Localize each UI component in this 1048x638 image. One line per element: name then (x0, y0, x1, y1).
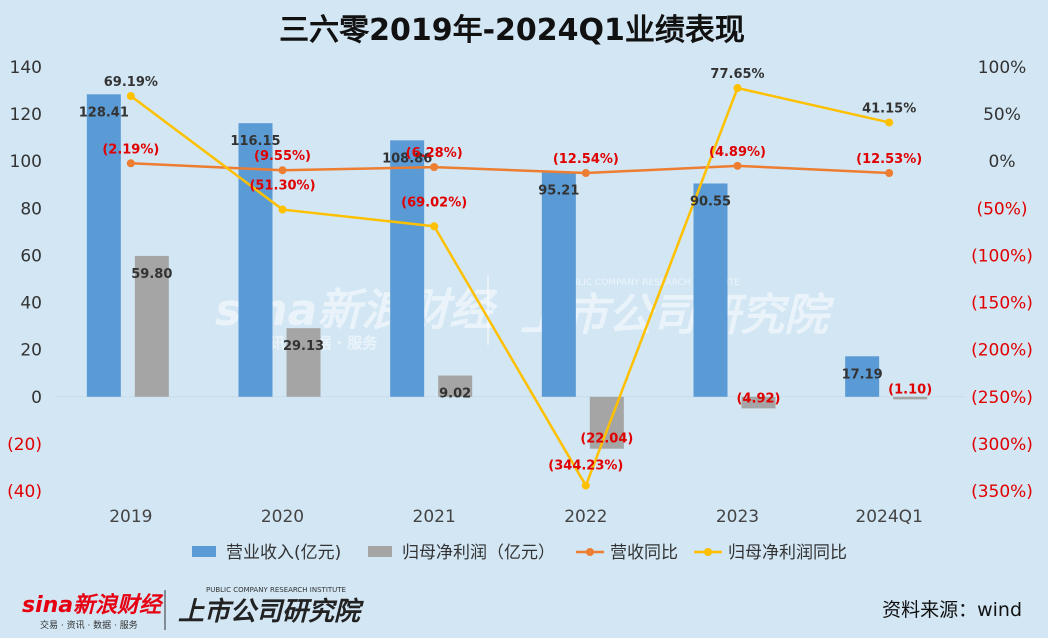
y-right-tick-label: (100%) (971, 246, 1033, 266)
y-left-tick-label: 100 (10, 152, 42, 172)
bar-net-profit (741, 396, 776, 409)
line-label-net-profit-yoy: 77.65% (710, 67, 764, 82)
watermark-institute-en: PUBLIC COMPANY RESEARCH INSTITUTE (560, 278, 740, 288)
bar-label-revenue: 17.19 (842, 367, 883, 382)
bar-revenue (693, 183, 728, 397)
bar-label-net-profit: (1.10) (888, 382, 932, 397)
bar-net-profit (134, 255, 169, 397)
point-revenue-yoy (733, 161, 742, 170)
y-right-tick-label: (350%) (971, 482, 1033, 502)
y-right-tick-label: (200%) (971, 341, 1033, 361)
y-left-tick-label: 80 (20, 199, 42, 219)
bars-layer (86, 94, 928, 449)
x-tick-label: 2024Q1 (855, 507, 922, 527)
y-right-tick-label: (250%) (971, 388, 1033, 408)
bar-label-revenue: 90.55 (690, 194, 731, 209)
y-right-tick-label: (300%) (971, 435, 1033, 455)
y-left-tick-label: 140 (10, 58, 42, 78)
line-label-revenue-yoy: (12.54%) (553, 152, 619, 167)
y-right-tick-label: (50%) (976, 199, 1027, 219)
axes-layer: 140 120 100 80 60 40 20 0 (20) (40) 100% 50% 0% (50%)… (7, 58, 1033, 527)
line-label-net-profit-yoy: (344.23%) (548, 459, 623, 474)
point-revenue-yoy (126, 159, 135, 168)
bar-label-net-profit: (4.92) (737, 391, 781, 406)
legend-swatch-marker (704, 548, 712, 556)
point-net-profit-yoy (278, 205, 287, 214)
point-revenue-yoy (430, 163, 439, 172)
footer-institute-en: PUBLIC COMPANY RESEARCH INSTITUTE (206, 586, 346, 594)
legend-label: 归母净利润（亿元） (402, 543, 555, 563)
point-revenue-yoy (278, 166, 287, 175)
line-label-revenue-yoy: (4.89%) (709, 145, 766, 160)
x-tick-label: 2023 (716, 507, 759, 527)
bar-net-profit (893, 396, 928, 400)
line-label-net-profit-yoy: 69.19% (104, 75, 158, 90)
footer-institute: 上市公司研究院 (178, 597, 364, 627)
x-tick-label: 2021 (413, 507, 456, 527)
bar-revenue (845, 356, 880, 397)
point-revenue-yoy (885, 169, 894, 178)
point-net-profit-yoy (885, 118, 894, 127)
bar-net-profit (589, 396, 624, 449)
legend-label: 营业收入(亿元) (226, 543, 341, 563)
bar-label-revenue: 128.41 (79, 105, 129, 120)
point-net-profit-yoy (126, 92, 135, 101)
y-left-tick-label: 40 (20, 294, 42, 314)
x-tick-label: 2019 (109, 507, 152, 527)
line-label-net-profit-yoy: (51.30%) (249, 179, 315, 194)
chart-title: 三六零2019年-2024Q1业绩表现 (279, 13, 745, 48)
point-net-profit-yoy (733, 84, 742, 93)
y-left-tick-label: 20 (20, 341, 42, 361)
bar-label-net-profit: 29.13 (283, 339, 324, 354)
line-label-revenue-yoy: (6.28%) (406, 146, 463, 161)
y-right-tick-label: (150%) (971, 294, 1033, 314)
lines-layer (126, 84, 894, 490)
point-net-profit-yoy (430, 222, 439, 231)
legend-swatch-marker (586, 548, 594, 556)
line-label-net-profit-yoy: (69.02%) (401, 195, 467, 210)
line-label-revenue-yoy: (9.55%) (254, 149, 311, 164)
y-right-tick-label: 0% (989, 152, 1016, 172)
y-left-tick-label: (40) (7, 482, 42, 502)
footer: sina新浪财经 交易 · 资讯 · 数据 · 服务 上市公司研究院 PUBLI… (22, 586, 1022, 631)
legend: 营业收入(亿元) 归母净利润（亿元） 营收同比 归母净利润同比 (192, 543, 847, 563)
line-label-net-profit-yoy: 41.15% (862, 101, 916, 116)
x-tick-label: 2022 (564, 507, 607, 527)
legend-label: 营收同比 (610, 543, 678, 563)
bar-label-net-profit: 9.02 (439, 387, 471, 402)
bar-net-profit (286, 328, 321, 397)
footer-sina-sub: 交易 · 资讯 · 数据 · 服务 (40, 619, 138, 631)
bar-label-revenue: 116.15 (230, 134, 280, 149)
bar-label-revenue: 108.86 (382, 151, 432, 166)
line-label-revenue-yoy: (2.19%) (102, 142, 159, 157)
bar-revenue (390, 140, 425, 397)
legend-label: 归母净利润同比 (728, 543, 847, 563)
point-net-profit-yoy (581, 481, 590, 490)
bar-label-net-profit: 59.80 (131, 267, 172, 282)
line-revenue-yoy (130, 162, 890, 175)
line-net-profit-yoy (130, 86, 890, 489)
y-right-tick-label: 100% (978, 58, 1027, 78)
line-label-revenue-yoy: (12.53%) (856, 152, 922, 167)
legend-swatch (368, 546, 392, 557)
y-right-tick-label: 50% (983, 105, 1021, 125)
bar-label-revenue: 95.21 (538, 184, 579, 199)
bar-revenue (541, 172, 576, 397)
y-left-tick-label: (20) (7, 435, 42, 455)
footer-sina-logo: sina新浪财经 (22, 592, 164, 618)
source-note: 资料来源：wind (882, 599, 1022, 621)
bar-net-profit (438, 375, 473, 397)
legend-swatch (192, 546, 216, 557)
bar-revenue (86, 94, 121, 397)
data-labels-layer: 128.41 116.15 108.86 95.21 90.55 17.19 59.80 29… (79, 67, 932, 474)
bar-label-net-profit: (22.04) (580, 432, 633, 447)
y-left-tick-label: 60 (20, 246, 42, 266)
point-revenue-yoy (581, 169, 590, 178)
y-left-tick-label: 120 (10, 105, 42, 125)
x-tick-label: 2020 (261, 507, 304, 527)
y-left-tick-label: 0 (31, 388, 42, 408)
